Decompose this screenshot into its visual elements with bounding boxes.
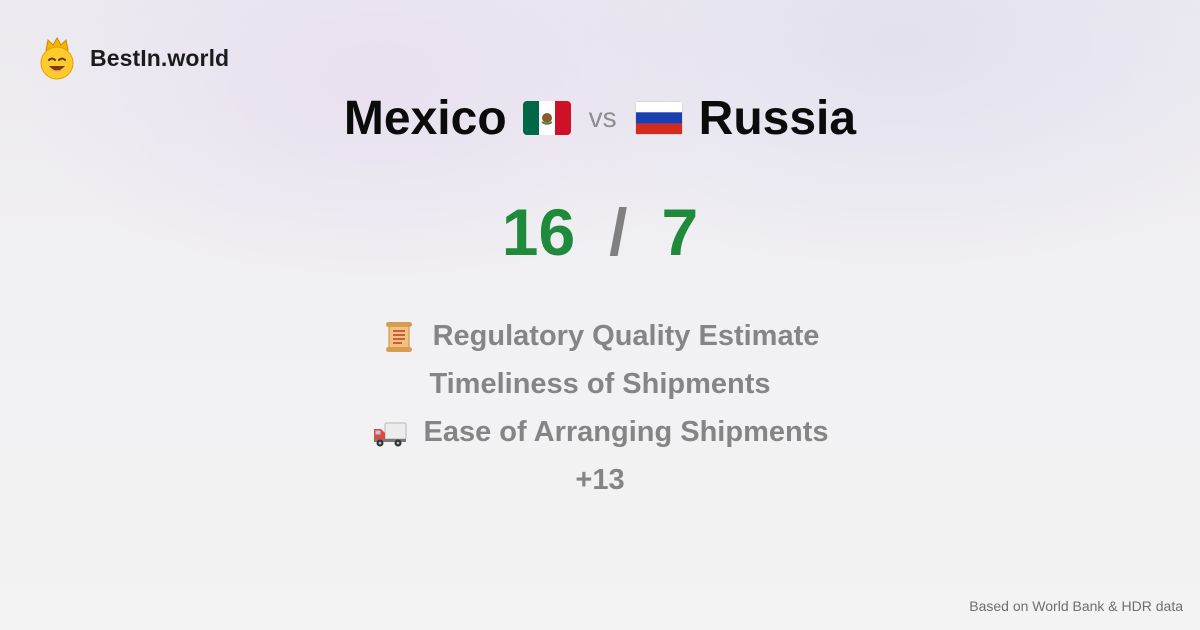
more-metrics-count[interactable]: +13 — [575, 463, 625, 496]
data-source-note: Based on World Bank & HDR data — [969, 598, 1183, 614]
left-score: 16 — [501, 195, 576, 269]
left-country-name[interactable]: Mexico — [343, 91, 507, 145]
metric-item[interactable]: Timeliness of Shipments — [429, 360, 770, 408]
right-country-name[interactable]: Russia — [698, 91, 857, 145]
score: 16 / 7 — [0, 192, 1200, 272]
russia-flag-icon — [634, 101, 683, 135]
brand-link[interactable]: BestIn.world — [38, 36, 229, 80]
mexico-flag-icon — [522, 101, 571, 135]
right-score: 7 — [661, 195, 699, 269]
score-separator: / — [609, 195, 628, 269]
metric-list: Regulatory Quality Estimate Timeliness o… — [0, 312, 1200, 504]
metric-item[interactable]: Regulatory Quality Estimate — [381, 312, 820, 360]
brand-name: BestIn.world — [90, 44, 230, 71]
metric-label: Ease of Arranging Shipments — [423, 415, 829, 448]
metric-label: Timeliness of Shipments — [429, 367, 771, 400]
crowned-smiley-icon — [40, 36, 74, 80]
metric-label: Regulatory Quality Estimate — [432, 319, 820, 352]
comparison-title: Mexico vs Russia — [0, 88, 1200, 148]
scroll-icon — [385, 322, 412, 352]
delivery-truck-icon — [373, 422, 406, 447]
vs-separator: vs — [588, 102, 617, 133]
metric-item[interactable]: Ease of Arranging Shipments — [372, 408, 829, 456]
